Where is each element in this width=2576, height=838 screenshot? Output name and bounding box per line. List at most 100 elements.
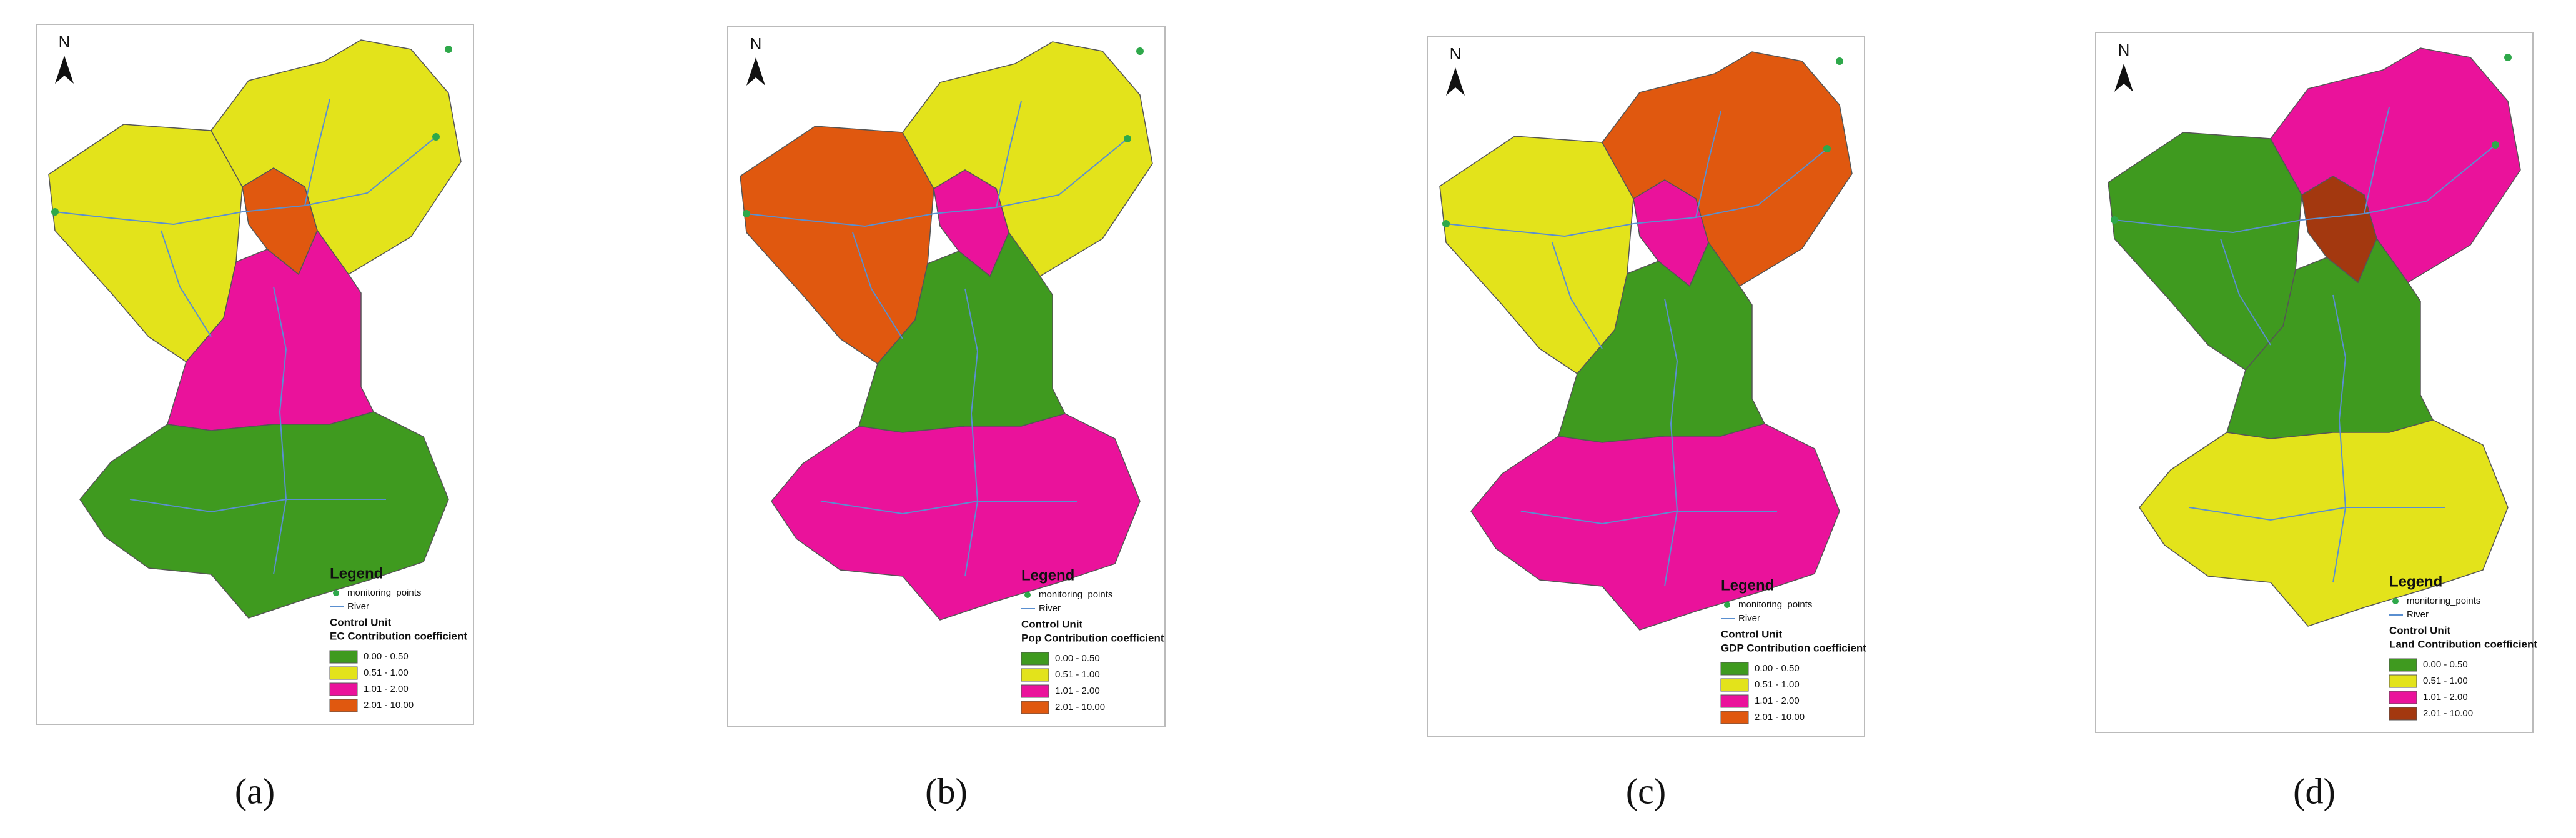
legend-unit: Control Unit: [1721, 628, 1783, 640]
legend-swatch: [329, 666, 358, 680]
river: [2189, 507, 2445, 521]
control-unit: [79, 411, 449, 619]
north-arrow: [1446, 67, 1465, 96]
map-panel: N Legend monitoring_points River Control Uni…: [727, 26, 1166, 727]
legend-unit: Control Unit: [1021, 618, 1083, 630]
legend-swatch: [2389, 707, 2417, 721]
river: [1552, 242, 1603, 349]
monitoring-point: [51, 208, 59, 216]
legend-subtitle: Pop Contribution coefficient: [1021, 632, 1164, 644]
legend-class-label: 1.01 - 2.00: [2423, 692, 2468, 702]
map-panel: N Legend monitoring_points River Control Uni…: [2095, 32, 2537, 733]
legend-class-label: 2.01 - 10.00: [1055, 702, 1105, 712]
legend-swatch: [2389, 691, 2417, 704]
monitoring-point: [445, 46, 452, 53]
map-panel: N Legend monitoring_points River Control Uni…: [1427, 36, 1866, 737]
monitoring-point: [2504, 54, 2512, 61]
control-unit: [1470, 423, 1840, 631]
legend-points: monitoring_points: [2407, 596, 2480, 606]
monitoring-point: [1823, 145, 1831, 152]
legend-point: [333, 590, 339, 596]
legend-river-label: River: [1738, 613, 1760, 624]
legend-point: [1724, 602, 1730, 608]
legend-title: Legend: [1721, 577, 1774, 594]
legend-class-label: 0.51 - 1.00: [2423, 676, 2468, 686]
river: [161, 230, 212, 337]
legend-swatch: [1720, 678, 1749, 692]
legend-class-label: 0.00 - 0.50: [1055, 653, 1100, 664]
legend-river-label: River: [347, 601, 369, 612]
legend-swatch: [1021, 701, 1049, 714]
legend-river-label: River: [1039, 603, 1061, 614]
monitoring-point: [2111, 216, 2118, 224]
legend-class-label: 0.00 - 0.50: [364, 651, 409, 662]
panel-label: (d): [2293, 771, 2336, 811]
legend-title: Legend: [2389, 573, 2442, 590]
river: [996, 101, 1022, 208]
monitoring-point: [2492, 141, 2499, 149]
north-label: N: [59, 32, 71, 51]
legend-river-label: River: [2407, 609, 2429, 620]
monitoring-point: [1442, 220, 1450, 227]
monitoring-point: [743, 210, 750, 217]
river: [821, 501, 1077, 515]
river: [273, 286, 287, 575]
north-label: N: [2118, 41, 2130, 59]
river: [746, 138, 1128, 227]
river: [2220, 238, 2271, 346]
north-arrow: [55, 56, 74, 84]
legend-point: [2392, 598, 2399, 604]
river: [964, 288, 979, 577]
legend-swatch: [1720, 662, 1749, 676]
river: [1445, 148, 1828, 237]
legend-class-label: 2.01 - 10.00: [2423, 708, 2473, 719]
legend-swatch: [1720, 694, 1749, 708]
panel-label: (a): [235, 771, 275, 811]
control-unit: [771, 413, 1141, 621]
legend-swatch: [329, 650, 358, 664]
river: [54, 136, 437, 226]
legend-class-label: 1.01 - 2.00: [1755, 696, 1800, 706]
monitoring-point: [432, 133, 440, 141]
legend-points: monitoring_points: [1738, 599, 1812, 610]
legend-class-label: 1.01 - 2.00: [1055, 686, 1100, 696]
river: [2332, 294, 2347, 583]
legend-point: [1024, 592, 1031, 598]
legend-class-label: 0.51 - 1.00: [364, 667, 409, 678]
north-arrow: [2114, 64, 2133, 92]
river: [1520, 511, 1777, 525]
legend-title: Legend: [1021, 567, 1074, 584]
legend-class-label: 2.01 - 10.00: [1755, 712, 1805, 722]
river: [2114, 144, 2496, 234]
legend-swatch: [1021, 668, 1049, 682]
legend-unit: Control Unit: [2389, 624, 2451, 636]
monitoring-point: [1836, 57, 1843, 65]
river: [1695, 111, 1721, 218]
legend-swatch: [1021, 652, 1049, 666]
legend-title: Legend: [330, 565, 383, 582]
river: [2364, 107, 2390, 214]
legend-class-label: 2.01 - 10.00: [364, 700, 414, 711]
legend-class-label: 0.00 - 0.50: [2423, 659, 2468, 670]
legend-unit: Control Unit: [330, 616, 392, 628]
legend-swatch: [1021, 684, 1049, 698]
legend-class-label: 0.51 - 1.00: [1055, 669, 1100, 680]
legend-class-label: 0.51 - 1.00: [1755, 679, 1800, 690]
monitoring-point: [1124, 135, 1131, 142]
panel-label: (c): [1626, 771, 1666, 811]
legend-class-label: 1.01 - 2.00: [364, 684, 409, 694]
river: [304, 99, 330, 206]
north-arrow: [746, 57, 765, 86]
legend-swatch: [1720, 711, 1749, 724]
monitoring-point: [1136, 47, 1144, 55]
legend-points: monitoring_points: [347, 587, 421, 598]
panel-label: (b): [925, 771, 968, 811]
legend-subtitle: Land Contribution coefficient: [2389, 638, 2537, 650]
north-label: N: [750, 34, 762, 53]
legend-swatch: [329, 682, 358, 696]
legend-swatch: [2389, 674, 2417, 688]
river: [129, 499, 386, 513]
legend-points: monitoring_points: [1039, 589, 1112, 600]
legend-subtitle: GDP Contribution coefficient: [1721, 642, 1866, 654]
